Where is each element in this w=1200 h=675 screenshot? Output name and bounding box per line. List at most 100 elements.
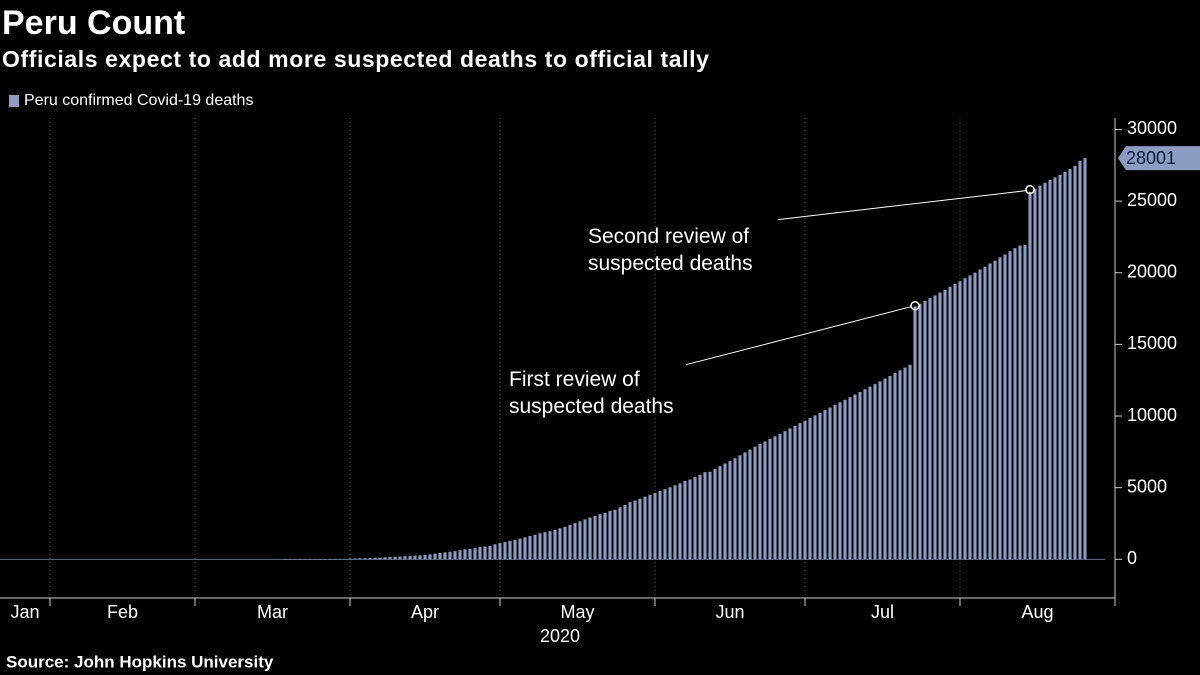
bar — [473, 548, 477, 560]
bar — [593, 515, 597, 560]
bar — [538, 533, 542, 560]
bar — [863, 389, 867, 560]
bar — [903, 367, 907, 560]
bar — [753, 446, 757, 560]
bar — [578, 521, 582, 560]
bar — [663, 489, 667, 560]
bar — [858, 391, 862, 560]
bar — [708, 471, 712, 560]
x-tick-label: Apr — [411, 602, 439, 622]
bar — [658, 491, 662, 560]
bar — [453, 551, 457, 560]
y-tick-label: 10000 — [1127, 405, 1177, 425]
bar — [1078, 160, 1082, 560]
bar — [353, 558, 357, 560]
bar — [293, 559, 297, 560]
last-value-tag — [1118, 146, 1200, 171]
bar — [1028, 191, 1032, 560]
bar — [733, 458, 737, 560]
bar — [308, 559, 312, 560]
bar — [398, 556, 402, 560]
bar — [993, 260, 997, 560]
bar — [603, 512, 607, 560]
bar — [723, 463, 727, 560]
bar — [1048, 179, 1052, 560]
chart-subtitle: Officials expect to add more suspected d… — [2, 46, 710, 72]
x-tick-label: Feb — [107, 602, 138, 622]
bar — [883, 378, 887, 560]
bar — [323, 559, 327, 560]
bar — [573, 523, 577, 560]
bar — [1008, 251, 1012, 560]
bar — [948, 286, 952, 560]
bar — [348, 558, 352, 560]
bar — [788, 428, 792, 560]
bar — [493, 544, 497, 560]
bar — [943, 289, 947, 560]
bar — [588, 517, 592, 560]
bar — [828, 407, 832, 560]
legend-label: Peru confirmed Covid-19 deaths — [24, 92, 253, 109]
y-tick-label: 15000 — [1127, 333, 1177, 353]
bar — [378, 557, 382, 560]
bar — [698, 474, 702, 560]
bar — [833, 404, 837, 560]
bar — [848, 397, 852, 560]
bar — [773, 436, 777, 560]
bar — [928, 298, 932, 560]
bar — [388, 556, 392, 560]
bar — [543, 532, 547, 560]
bar — [568, 525, 572, 560]
bar — [958, 281, 962, 560]
bar — [718, 466, 722, 560]
bar — [878, 381, 882, 560]
bar — [598, 514, 602, 560]
bar — [408, 556, 412, 560]
bar — [653, 492, 657, 560]
bar — [868, 386, 872, 560]
bar — [983, 266, 987, 560]
bar — [888, 375, 892, 560]
bar — [703, 472, 707, 560]
bar — [693, 477, 697, 560]
y-tick-label: 30000 — [1127, 118, 1177, 138]
bar — [873, 384, 877, 560]
bar — [558, 528, 562, 560]
bar — [1058, 174, 1062, 560]
bar — [383, 557, 387, 560]
bar — [333, 558, 337, 560]
y-tick-label: 5000 — [1127, 476, 1167, 496]
bar — [433, 553, 437, 560]
bar — [563, 526, 567, 560]
bar — [923, 300, 927, 560]
bar — [713, 468, 717, 560]
bar — [553, 529, 557, 560]
bar — [1068, 168, 1072, 560]
bar — [1038, 185, 1042, 560]
bar — [793, 425, 797, 560]
bar — [1053, 177, 1057, 560]
bar — [508, 540, 512, 560]
bar — [438, 552, 442, 560]
bar — [488, 545, 492, 560]
bar — [918, 303, 922, 560]
x-tick-label: Jun — [715, 602, 744, 622]
bar — [968, 275, 972, 560]
bar — [533, 534, 537, 560]
annotation-text: suspected deaths — [509, 395, 674, 418]
bar — [758, 444, 762, 560]
bar — [423, 555, 427, 560]
bar — [738, 455, 742, 560]
bar — [413, 555, 417, 560]
bar — [403, 556, 407, 560]
annotation-point — [910, 300, 920, 311]
bar — [668, 487, 672, 560]
bar — [608, 510, 612, 560]
bar — [458, 550, 462, 560]
bar — [483, 546, 487, 560]
bar — [613, 509, 617, 560]
bar — [978, 269, 982, 560]
bar — [418, 555, 422, 560]
bar — [1003, 254, 1007, 560]
